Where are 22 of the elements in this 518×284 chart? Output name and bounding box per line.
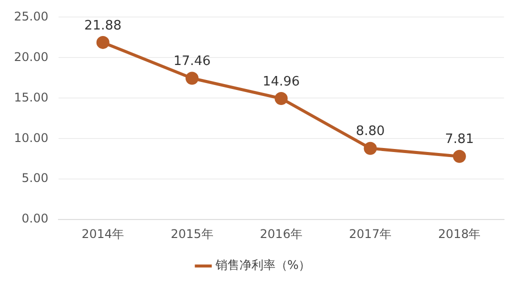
y-tick-label: 20.00 bbox=[14, 50, 48, 64]
data-label: 14.96 bbox=[262, 74, 300, 90]
data-label: 17.46 bbox=[173, 54, 211, 70]
x-tick-label: 2014年 bbox=[82, 226, 124, 241]
point bbox=[96, 36, 110, 49]
legend-label: 销售净利率（%） bbox=[214, 258, 311, 272]
point bbox=[364, 142, 377, 155]
y-tick-label: 5.00 bbox=[22, 171, 48, 186]
y-tick-label: 10.00 bbox=[14, 130, 48, 145]
y-tick-label: 25.00 bbox=[14, 9, 48, 24]
x-tick-label: 2015年 bbox=[170, 226, 214, 241]
x-tick-label: 2016年 bbox=[260, 226, 302, 241]
data-label: 8.80 bbox=[356, 124, 385, 140]
data-label: 21.88 bbox=[84, 18, 122, 34]
y-tick-label: 0.00 bbox=[22, 212, 48, 226]
data-label: 7.81 bbox=[444, 132, 474, 148]
point bbox=[274, 92, 288, 105]
x-tick-label: 2017年 bbox=[349, 226, 392, 241]
y-tick-label: 15.00 bbox=[14, 90, 48, 104]
point bbox=[186, 72, 199, 85]
x-tick-label: 2018年 bbox=[438, 226, 481, 241]
point bbox=[452, 150, 466, 163]
